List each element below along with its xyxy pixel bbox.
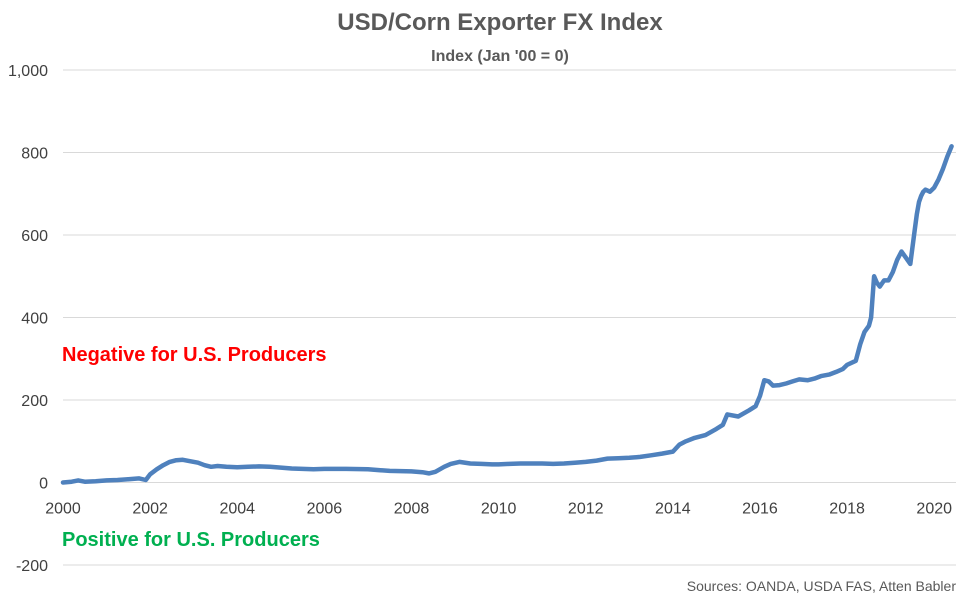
y-tick-label: -200 (16, 558, 48, 575)
x-tick-label: 2008 (394, 501, 430, 518)
x-tick-label: 2006 (307, 501, 343, 518)
y-tick-label: 200 (21, 393, 48, 410)
x-axis-ticks: 2000 2002 2004 2006 2008 2010 2012 2014 2016 2018… (45, 501, 952, 518)
y-tick-label: 400 (21, 311, 48, 328)
y-tick-label: 0 (39, 476, 48, 493)
y-tick-label: 800 (21, 146, 48, 163)
gridlines (63, 69, 956, 566)
x-tick-label: 2010 (481, 501, 517, 518)
annotation-positive: Positive for U.S. Producers (62, 529, 320, 551)
chart-title: USD/Corn Exporter FX Index (337, 9, 663, 36)
source-note: Sources: OANDA, USDA FAS, Atten Babler (687, 578, 957, 594)
x-tick-label: 2014 (655, 501, 691, 518)
x-tick-label: 2020 (916, 501, 952, 518)
x-tick-label: 2004 (219, 501, 255, 518)
x-tick-label: 2000 (45, 501, 81, 518)
x-tick-label: 2018 (829, 501, 865, 518)
y-tick-label: 600 (21, 228, 48, 245)
series-group (60, 144, 954, 485)
x-tick-label: 2012 (568, 501, 604, 518)
y-tick-label: 1,000 (8, 63, 48, 80)
y-axis-ticks: -200 0 200 400 600 800 1,000 (8, 63, 48, 575)
x-tick-label: 2016 (742, 501, 778, 518)
x-tick-label: 2002 (132, 501, 168, 518)
series-line (60, 144, 954, 485)
chart-subtitle: Index (Jan '00 = 0) (431, 48, 569, 65)
annotation-negative: Negative for U.S. Producers (62, 344, 327, 366)
